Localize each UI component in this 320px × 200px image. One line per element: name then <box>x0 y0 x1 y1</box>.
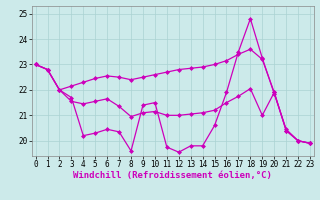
X-axis label: Windchill (Refroidissement éolien,°C): Windchill (Refroidissement éolien,°C) <box>73 171 272 180</box>
